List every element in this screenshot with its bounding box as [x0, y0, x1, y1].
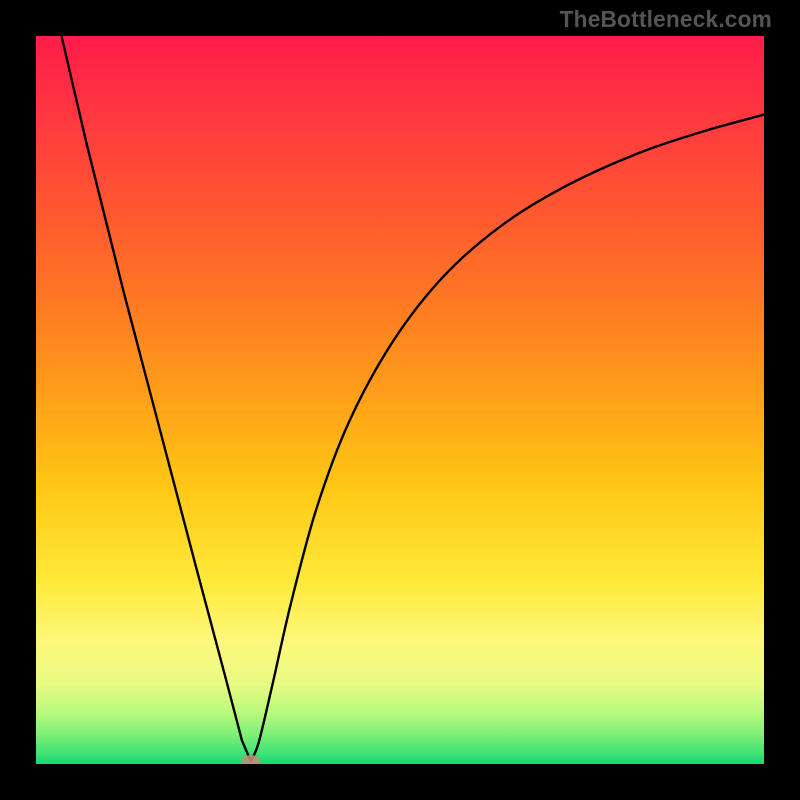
- gradient-background: [36, 36, 764, 764]
- plot-area: [36, 36, 764, 764]
- outer-frame: TheBottleneck.com: [0, 0, 800, 800]
- watermark-text: TheBottleneck.com: [560, 6, 772, 33]
- chart-svg: [36, 36, 764, 764]
